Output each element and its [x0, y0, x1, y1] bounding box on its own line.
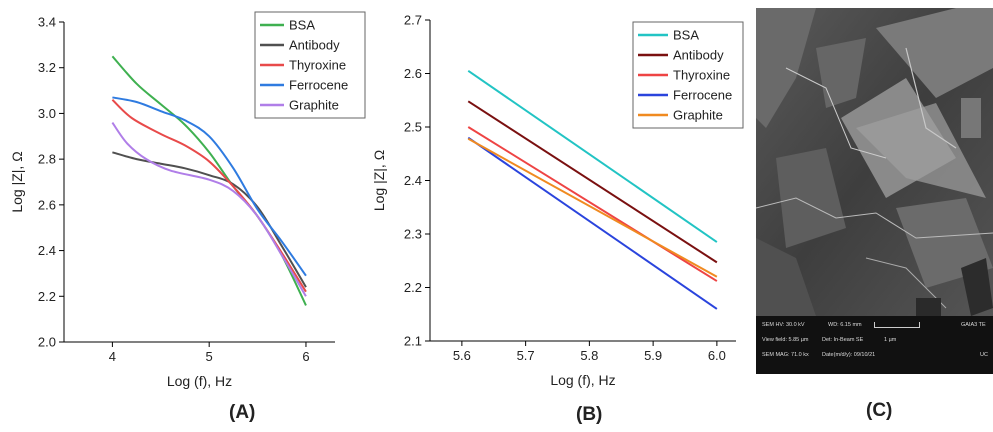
chart-b-y-tick-label: 2.7 — [404, 13, 422, 28]
chart-b-legend-label: Antibody — [673, 48, 724, 63]
chart-a-y-axis-label: Log |Z|, Ω — [9, 151, 25, 212]
chart-b-legend-label: Thyroxine — [673, 68, 730, 83]
sem-hv: SEM HV: 30.0 kV — [762, 322, 805, 328]
chart-b-x-tick-label: 5.9 — [644, 348, 662, 363]
chart-a-y-tick-label: 2.0 — [38, 335, 56, 350]
chart-a-series-graphite — [111, 121, 307, 297]
chart-b-y-axis-label: Log |Z|, Ω — [371, 150, 387, 211]
chart-b-series-thyroxine — [467, 126, 718, 282]
chart-a-y-tick-label: 2.2 — [38, 289, 56, 304]
chart-a-legend-label: Antibody — [289, 38, 340, 53]
chart-b-y-tick-label: 2.2 — [404, 280, 422, 295]
chart-a-series-ferrocene — [112, 96, 307, 277]
chart-b-x-tick-label: 5.6 — [453, 348, 471, 363]
sem-magnification: SEM MAG: 71.0 kx — [762, 352, 809, 358]
sem-info-bar: SEM HV: 30.0 kV WD: 6.15 mm GAIA3 TE Vie… — [756, 316, 993, 374]
sem-image — [756, 8, 993, 316]
chart-a-y-tick-label: 3.4 — [38, 15, 56, 30]
chart-a-series-thyroxine — [111, 98, 307, 293]
chart-b-legend-label: Ferrocene — [673, 88, 732, 103]
chart-b-series-bsa — [467, 70, 718, 243]
chart-b-legend-label: BSA — [673, 28, 699, 43]
chart-a-legend-label: Ferrocene — [289, 78, 348, 93]
chart-b-x-tick-label: 5.7 — [517, 348, 535, 363]
chart-a-x-axis-label: Log (f), Hz — [167, 373, 232, 389]
chart-a-x-tick-label: 5 — [206, 349, 213, 364]
chart-a-series-antibody — [112, 151, 307, 288]
chart-a-y-tick-label: 3.0 — [38, 106, 56, 121]
chart-b-legend-label: Graphite — [673, 108, 723, 123]
chart-a-y-tick-label: 2.6 — [38, 197, 56, 212]
chart-b-series-antibody — [467, 100, 718, 264]
chart-b-x-tick-label: 5.8 — [580, 348, 598, 363]
sem-lab: UC — [980, 352, 988, 358]
sem-scale-label: 1 µm — [884, 337, 897, 343]
panel-label-a: (A) — [229, 402, 256, 423]
sem-wd: WD: 6.15 mm — [828, 322, 862, 328]
chart-b-series-graphite — [467, 137, 718, 278]
chart-b-y-tick-label: 2.4 — [404, 173, 422, 188]
chart-a-y-tick-label: 2.4 — [38, 243, 56, 258]
chart-a-legend-label: BSA — [289, 18, 315, 33]
chart-b-y-tick-label: 2.3 — [404, 227, 422, 242]
chart-a-legend-label: Thyroxine — [289, 58, 346, 73]
chart-b-x-tick-label: 6.0 — [708, 348, 726, 363]
sem-instrument: GAIA3 TE — [961, 322, 986, 328]
chart-b-y-tick-label: 2.5 — [404, 120, 422, 135]
chart-a-y-tick-label: 2.8 — [38, 152, 56, 167]
scale-bar-ticks — [874, 322, 920, 328]
chart-b-y-tick-label: 2.1 — [404, 334, 422, 349]
chart-b-series-ferrocene — [467, 136, 718, 310]
panel-label-b: (B) — [576, 404, 603, 425]
chart-a-y-tick-label: 3.2 — [38, 60, 56, 75]
sem-detector: Det: In-Beam SE — [822, 337, 864, 343]
sem-date: Date(m/d/y): 09/10/21 — [822, 352, 876, 358]
chart-b: 5.6 5.7 5.8 5.9 6.0 2.1 2.2 2.3 2.4 2.5 2.6 2.7 Log … — [371, 13, 744, 388]
chart-b-y-tick-label: 2.6 — [404, 66, 422, 81]
sem-micrograph: SEM HV: 30.0 kV WD: 6.15 mm GAIA3 TE Vie… — [756, 8, 993, 374]
chart-b-x-axis-label: Log (f), Hz — [550, 372, 615, 388]
sem-view-field: View field: 5.85 µm — [762, 337, 809, 343]
chart-a-legend-label: Graphite — [289, 98, 339, 113]
panel-label-c: (C) — [866, 400, 893, 421]
chart-a: 4 5 6 2.0 2.2 2.4 2.6 2.8 3.0 3.2 3.4 Log (f), Hz Lo… — [9, 11, 366, 389]
chart-a-x-tick-label: 6 — [302, 349, 309, 364]
chart-a-x-tick-label: 4 — [109, 349, 116, 364]
